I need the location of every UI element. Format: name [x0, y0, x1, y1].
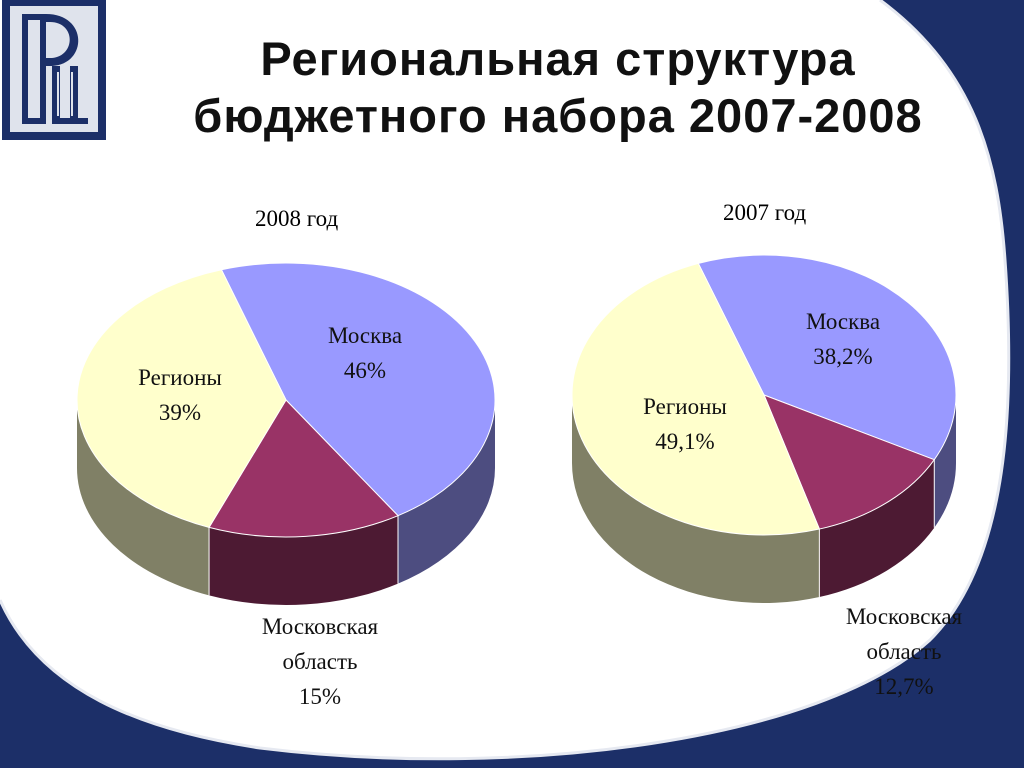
hse-logo-icon [2, 0, 106, 140]
label-2008-oblast-name-1: Московская [261, 614, 379, 639]
pie-slice-2008-Регионы [76, 269, 287, 528]
pie-chart-2007 [571, 254, 957, 603]
slide-title: Региональная структура бюджетного набора… [118, 30, 998, 144]
pie-chart-2008 [76, 262, 496, 605]
chart-2008-title: 2008 год [255, 206, 339, 231]
label-2007-regions-name: Регионы [643, 394, 727, 419]
label-2008-moscow: Москва 46% [300, 318, 430, 388]
pie-side-2007-Московская область [819, 459, 935, 598]
label-2008-oblast-name-2: область [282, 649, 358, 674]
pie-side-2008-Московская область [209, 515, 398, 605]
chart-2007-title: 2007 год [723, 200, 807, 225]
pie-side-2008-Москва [397, 400, 495, 584]
title-line-2: бюджетного набора 2007-2008 [193, 89, 923, 142]
label-2007-moscow-name: Москва [805, 309, 881, 334]
label-2008-oblast-value: 15% [298, 684, 342, 709]
title-line-1: Региональная структура [260, 32, 856, 85]
label-2007-regions-value: 49,1% [655, 429, 715, 454]
pie-slice-2007-Регионы [571, 262, 821, 536]
pie-slice-2008-Москва [220, 262, 496, 517]
pie-slice-2007-Московская область [763, 394, 936, 530]
label-2008-regions-value: 39% [158, 400, 202, 425]
label-2007-moscow-value: 38,2% [813, 344, 873, 369]
label-2007-oblast: Московская область 12,7% [814, 599, 994, 704]
label-2008-regions: Регионы 39% [115, 360, 245, 430]
pie-slice-2007-Москва [697, 254, 957, 461]
label-2008-oblast: Московская область 15% [230, 609, 410, 714]
label-2007-regions: Регионы 49,1% [615, 389, 755, 459]
label-2007-moscow: Москва 38,2% [778, 304, 908, 374]
label-2007-oblast-value: 12,7% [874, 674, 934, 699]
pie-side-2007-Регионы [572, 395, 820, 603]
pie-slice-2008-Московская область [208, 399, 399, 538]
label-2008-regions-name: Регионы [138, 365, 222, 390]
white-swoosh-edge [0, 0, 1011, 761]
label-2007-oblast-name-2: область [866, 639, 942, 664]
label-2008-moscow-value: 46% [343, 358, 387, 383]
label-2007-oblast-name-1: Московская [845, 604, 963, 629]
label-2008-moscow-name: Москва [327, 323, 403, 348]
pie-side-2008-Регионы [77, 400, 210, 596]
